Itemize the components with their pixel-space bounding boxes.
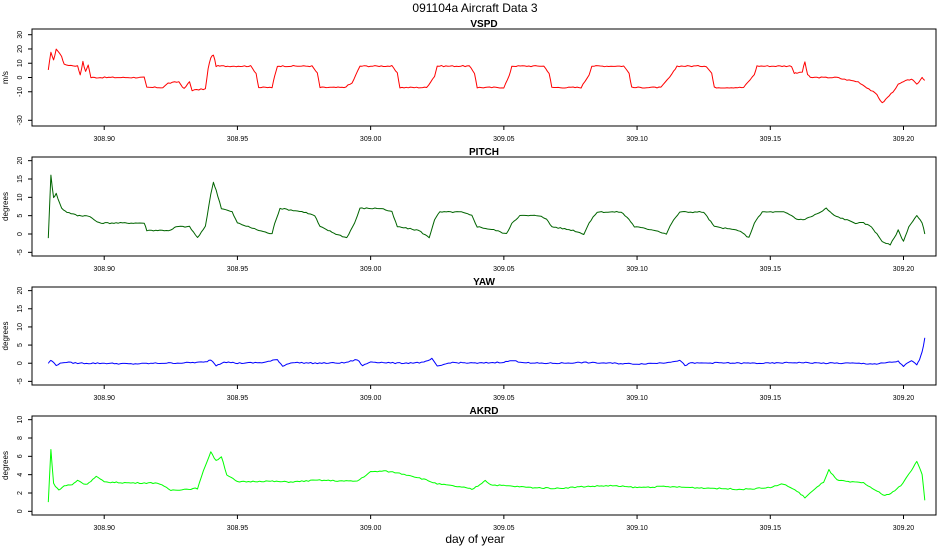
panel-pitch: PITCH degrees -5 0 5 10 15 20 308.90 308.95 309.00… (1, 147, 937, 273)
panel-pitch-ytick-label: 5 (17, 214, 24, 218)
panel-vspd-ytick-label: 10 (17, 59, 24, 67)
panel-yaw-ylabel: degrees (1, 322, 10, 351)
panel-akrd-ytick-label: 10 (17, 416, 24, 424)
panel-vspd-xtick-label: 309.00 (360, 136, 382, 143)
panel-yaw-ytick-label: 10 (17, 323, 24, 331)
panel-vspd: VSPD m/s -30 -10 0 10 20 30 308.90 308.95 309.00 30… (1, 19, 937, 143)
panel-yaw-ytick-label: -5 (17, 378, 24, 384)
panel-yaw-title: YAW (473, 277, 495, 288)
panel-akrd-xtick-label: 309.00 (360, 525, 382, 532)
panel-vspd-frame (31, 28, 937, 127)
panel-pitch-ytick-label: 15 (17, 175, 24, 183)
panel-yaw-xtick-label: 309.10 (626, 395, 648, 402)
panel-pitch-xtick-label: 309.20 (893, 266, 915, 273)
chart-title: 091104a Aircraft Data 3 (412, 1, 538, 15)
panel-yaw-xtick-label: 309.20 (893, 395, 915, 402)
panel-vspd-xtick-label: 309.10 (626, 136, 648, 143)
panel-pitch-xtick-label: 309.05 (493, 266, 515, 273)
panel-vspd-ytick-label: -10 (17, 87, 24, 97)
panel-akrd-ytick-label: 4 (17, 473, 24, 477)
panel-akrd-xtick-label: 309.05 (493, 525, 515, 532)
panel-akrd-xtick-label: 309.20 (893, 525, 915, 532)
panel-yaw-ytick-label: 20 (17, 287, 24, 295)
panel-akrd-ytick-label: 2 (17, 491, 24, 495)
panel-pitch-ylabel: degrees (1, 192, 10, 221)
panel-pitch-ytick-label: -5 (17, 249, 24, 255)
panel-yaw-frame (31, 286, 937, 386)
panel-yaw-xtick-label: 308.95 (227, 395, 249, 402)
panel-vspd-ytick-label: 30 (17, 31, 24, 39)
panel-pitch-ytick-label: 20 (17, 157, 24, 165)
panel-vspd-xtick-label: 309.15 (760, 136, 782, 143)
panel-yaw-ytick-label: 5 (17, 343, 24, 347)
panel-yaw: YAW degrees -5 0 5 10 15 20 308.90 308.95 309.00 30… (1, 277, 937, 402)
panel-yaw-ytick-label: 0 (17, 361, 24, 365)
panel-akrd-xtick-label: 309.10 (626, 525, 648, 532)
panel-akrd: AKRD degrees 0 2 4 6 8 10 308.90 308.95 309.00 309.… (1, 406, 937, 532)
panel-vspd-xtick-label: 309.05 (493, 136, 515, 143)
panel-yaw-xtick-label: 309.05 (493, 395, 515, 402)
panel-pitch-xtick-label: 309.10 (626, 266, 648, 273)
panel-vspd-xtick-label: 309.20 (893, 136, 915, 143)
panel-vspd-series-line (47, 48, 926, 104)
panel-akrd-ytick-label: 0 (17, 509, 24, 513)
panel-akrd-title: AKRD (470, 406, 499, 417)
panel-akrd-ylabel: degrees (1, 451, 10, 480)
panel-vspd-xtick-label: 308.90 (93, 136, 115, 143)
panel-pitch-xtick-label: 308.95 (227, 266, 249, 273)
panel-yaw-xtick-label: 308.90 (93, 395, 115, 402)
panel-yaw-xtick-label: 309.15 (760, 395, 782, 402)
panel-pitch-xtick-label: 308.90 (93, 266, 115, 273)
panel-akrd-xtick-label: 309.15 (760, 525, 782, 532)
panel-vspd-ytick-label: 0 (17, 75, 24, 79)
panel-akrd-ytick-label: 6 (17, 454, 24, 458)
panel-vspd-title: VSPD (470, 19, 497, 30)
panel-vspd-ytick-label: -30 (17, 115, 24, 125)
panel-akrd-xtick-label: 308.95 (227, 525, 249, 532)
panel-pitch-xtick-label: 309.15 (760, 266, 782, 273)
panel-vspd-xtick-label: 308.95 (227, 136, 249, 143)
panel-vspd-ytick-label: 20 (17, 45, 24, 53)
panel-pitch-title: PITCH (469, 147, 499, 158)
panel-yaw-series-line (47, 337, 926, 367)
panel-vspd-ylabel: m/s (1, 71, 10, 84)
panel-akrd-xtick-label: 308.90 (93, 525, 115, 532)
panel-pitch-xtick-label: 309.00 (360, 266, 382, 273)
x-axis-label: day of year (445, 532, 504, 546)
panel-akrd-ytick-label: 8 (17, 436, 24, 440)
panel-yaw-ytick-label: 15 (17, 305, 24, 313)
panel-akrd-series-line (47, 449, 926, 503)
panel-pitch-series-line (47, 174, 926, 246)
panel-pitch-ytick-label: 10 (17, 193, 24, 201)
panel-pitch-ytick-label: 0 (17, 232, 24, 236)
panel-akrd-frame (31, 415, 937, 516)
panel-pitch-frame (31, 156, 937, 257)
panel-yaw-xtick-label: 309.00 (360, 395, 382, 402)
